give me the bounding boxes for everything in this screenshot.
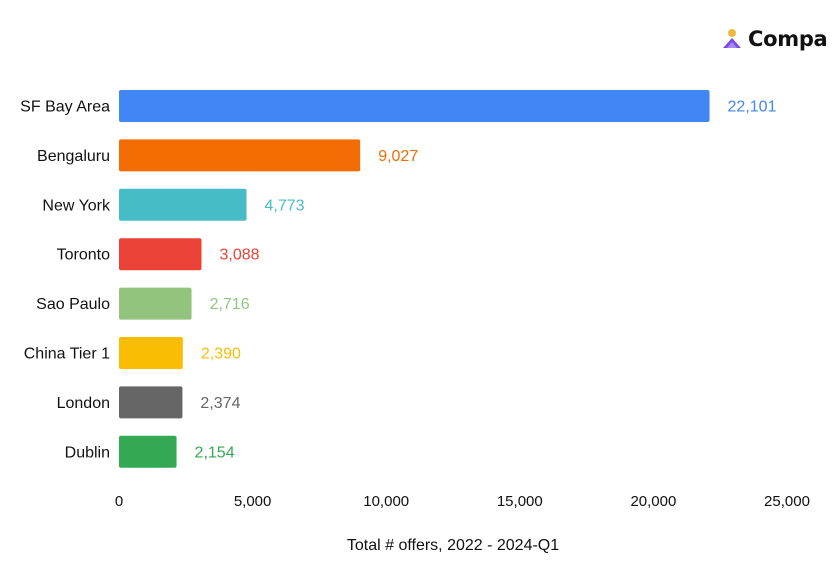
bar xyxy=(119,188,247,221)
category-label: Sao Paulo xyxy=(36,296,110,313)
x-tick-label: 10,000 xyxy=(363,493,409,510)
x-tick-label: 15,000 xyxy=(497,493,543,510)
bars-group xyxy=(119,90,710,468)
x-axis-ticks: 0 5,000 10,000 15,000 20,000 25,000 xyxy=(115,493,810,510)
bar xyxy=(119,337,183,369)
value-labels: 22,101 9,027 4,773 3,088 2,716 2,390 2,374 2,15… xyxy=(195,99,777,462)
value-label: 2,374 xyxy=(200,395,240,412)
x-tick-label: 0 xyxy=(115,493,123,510)
x-tick-label: 25,000 xyxy=(764,493,810,510)
bar xyxy=(119,90,710,122)
bar xyxy=(119,238,202,271)
value-label: 2,390 xyxy=(201,346,241,363)
category-label: London xyxy=(57,395,110,412)
bar xyxy=(119,139,361,172)
bar xyxy=(119,386,183,419)
compa-logo: Compa xyxy=(722,27,828,51)
category-label: SF Bay Area xyxy=(20,99,110,116)
x-tick-label: 20,000 xyxy=(630,493,676,510)
bar xyxy=(119,287,192,320)
category-label: Toronto xyxy=(57,247,110,264)
bar xyxy=(119,435,177,468)
value-label: 2,154 xyxy=(195,444,235,461)
category-label: New York xyxy=(42,197,111,214)
compa-logo-icon xyxy=(723,29,741,48)
x-axis-title: Total # offers, 2022 - 2024-Q1 xyxy=(347,537,559,554)
value-label: 22,101 xyxy=(728,99,777,116)
brand-name: Compa xyxy=(748,27,828,51)
value-label: 2,716 xyxy=(210,296,250,313)
x-tick-label: 5,000 xyxy=(234,493,272,510)
value-label: 3,088 xyxy=(220,247,260,264)
category-label: China Tier 1 xyxy=(24,346,110,363)
value-label: 9,027 xyxy=(378,148,418,165)
category-label: Dublin xyxy=(65,444,110,461)
category-labels: SF Bay Area Bengaluru New York Toronto Sao P… xyxy=(20,99,111,462)
value-label: 4,773 xyxy=(265,197,305,214)
category-label: Bengaluru xyxy=(37,148,110,165)
